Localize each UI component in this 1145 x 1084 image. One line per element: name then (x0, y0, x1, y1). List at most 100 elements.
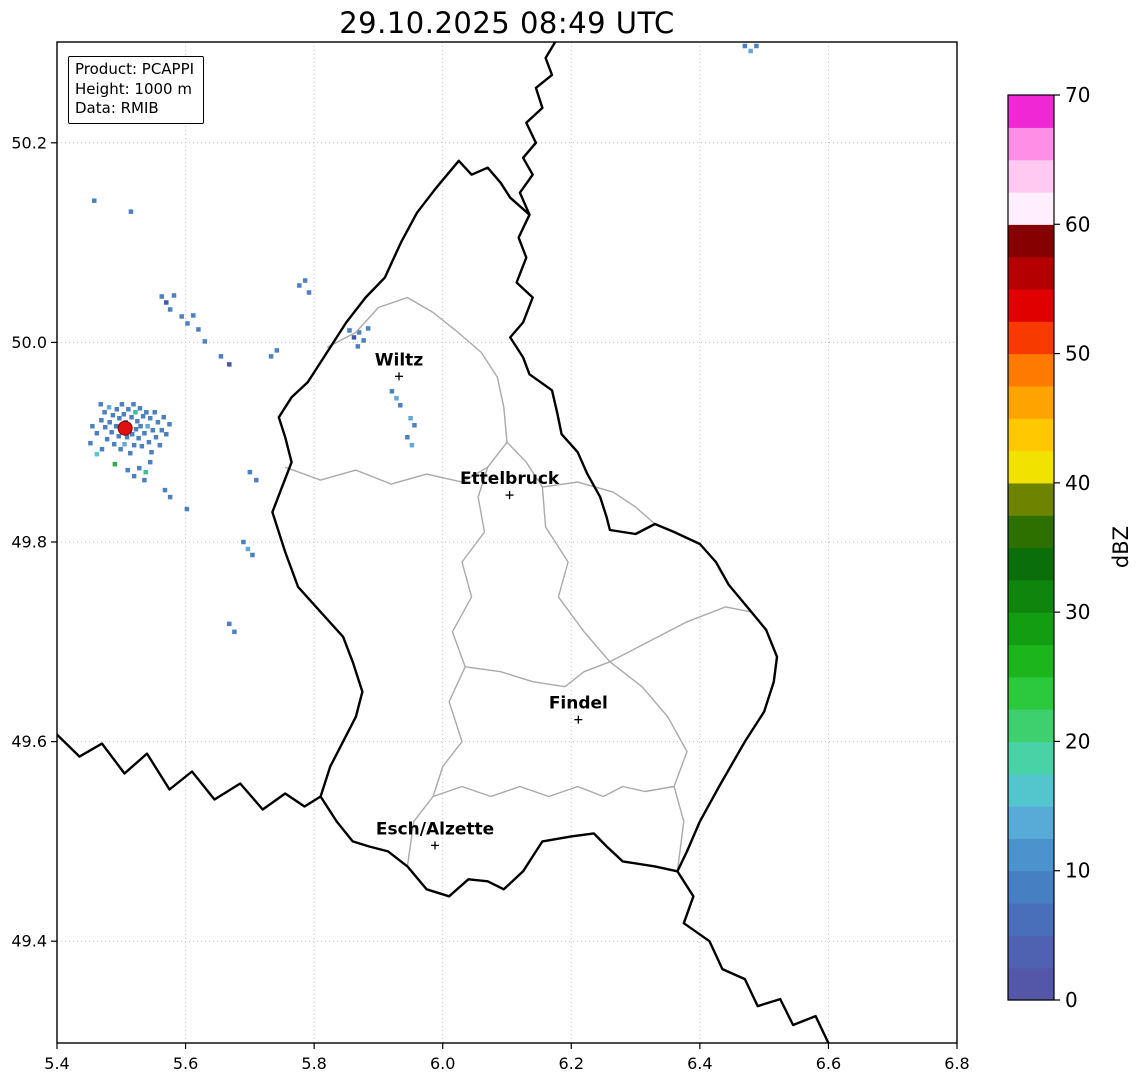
district-border (406, 441, 508, 867)
echo-pixel (112, 461, 118, 467)
echo-pixel (150, 427, 156, 433)
map-layer (57, 42, 830, 1043)
echo-pixel (302, 278, 308, 283)
echo-pixel (147, 415, 153, 421)
x-tick-label: 6.0 (430, 1054, 455, 1073)
colorbar-frame (1007, 94, 1055, 1001)
echo-pixel (107, 419, 112, 425)
echo-pixel (157, 442, 163, 448)
echo-pixel (99, 417, 104, 423)
x-tick-label: 5.8 (301, 1054, 326, 1073)
colorbar-segment (1008, 288, 1054, 322)
echo-pixel (153, 434, 159, 440)
district-border (506, 441, 688, 872)
colorbar-segment (1008, 450, 1054, 484)
luxembourg-border (271, 159, 779, 898)
echo-pixel (92, 198, 97, 203)
district-border (432, 785, 675, 798)
country-border (518, 42, 557, 216)
echo-pixel (102, 424, 108, 430)
echo-pixel (147, 459, 153, 465)
echo-pixel (394, 396, 399, 401)
city-label: Findel (549, 694, 608, 714)
echo-pixel (748, 48, 753, 54)
echo-pixel (164, 431, 169, 437)
echo-pixel (94, 430, 100, 436)
colorbar-segment (1008, 547, 1054, 581)
colorbar-segment (1008, 224, 1054, 258)
echo-pixel (94, 451, 100, 457)
x-tick-label: 6.2 (559, 1054, 584, 1073)
echo-pixel (754, 43, 759, 49)
colorbar-segment (1008, 579, 1054, 613)
district-border (465, 661, 611, 688)
echo-pixel (110, 413, 116, 418)
echo-pixel (149, 449, 154, 455)
figure-title: 29.10.2025 08:49 UTC (339, 6, 675, 40)
colorbar-segment (1008, 903, 1054, 936)
colorbar-segment (1008, 159, 1054, 193)
echo-pixel (117, 415, 122, 421)
country-border (676, 870, 830, 1043)
echo-pixel (113, 423, 119, 429)
echo-pixel (99, 446, 105, 452)
y-tick-label: 49.8 (11, 533, 47, 552)
colorbar-segment (1008, 515, 1054, 549)
echo-pixel (408, 415, 413, 421)
colorbar-segment (1008, 806, 1054, 839)
district-border (284, 466, 489, 485)
country-border (57, 733, 322, 811)
echo-pixel (409, 442, 415, 448)
x-tick-label: 5.6 (173, 1054, 198, 1073)
echo-pixel (129, 431, 135, 437)
colorbar-segment (1008, 967, 1054, 1001)
colorbar-tick-label: 70 (1065, 83, 1090, 107)
info-source-line: Data: RMIB (75, 99, 159, 117)
echo-pixel (98, 402, 103, 407)
echo-pixel (227, 362, 232, 367)
echo-pixel (389, 389, 395, 394)
x-tick-label: 6.6 (816, 1054, 841, 1073)
echo-pixel (129, 415, 134, 420)
echo-pixel (196, 327, 201, 332)
colorbar-segment (1008, 709, 1054, 743)
echo-pixel (232, 629, 237, 635)
city-label: Wiltz (375, 350, 424, 370)
echo-pixel (179, 314, 184, 319)
echo-pixel (742, 43, 748, 49)
colorbar-tick-label: 10 (1065, 859, 1090, 883)
echo-pixel (347, 328, 352, 333)
colorbar-segment (1008, 612, 1054, 646)
echo-pixel (146, 439, 152, 445)
colorbar-unit-label: dBZ (1109, 525, 1133, 569)
colorbar-segment (1008, 353, 1054, 387)
echo-pixel (139, 443, 145, 449)
echo-pixel (159, 427, 165, 433)
info-product-line: Product: PCAPPI (75, 60, 195, 78)
echo-pixel (131, 402, 136, 407)
echo-pixel (142, 477, 147, 483)
echo-pixel (131, 473, 137, 479)
plot-group: Wiltz Ettelbruck Findel Esch/Alzette 5.4 5.6 5… (11, 41, 970, 1073)
echo-pixel (306, 290, 312, 295)
echo-pixel (124, 434, 130, 440)
echo-pixel (274, 348, 280, 353)
echo-pixel (164, 300, 169, 305)
echo-pixel (118, 446, 123, 452)
echo-pixel (351, 335, 357, 340)
echo-pixel (227, 621, 232, 627)
echo-pixel (128, 450, 133, 456)
echo-pixel (137, 406, 143, 411)
echo-pixel (106, 405, 112, 410)
echo-pixel (114, 407, 120, 412)
colorbar: 0 10 20 30 40 50 60 70 (1007, 83, 1090, 1012)
echo-pixel (191, 313, 196, 318)
echo-pixel (361, 338, 366, 343)
product-info-box: Product: PCAPPI Height: 1000 m Data: RMI… (68, 56, 205, 124)
colorbar-segment (1008, 418, 1054, 452)
echo-pixel (133, 410, 138, 415)
echo-pixel (140, 414, 146, 419)
echo-pixel (171, 293, 177, 298)
